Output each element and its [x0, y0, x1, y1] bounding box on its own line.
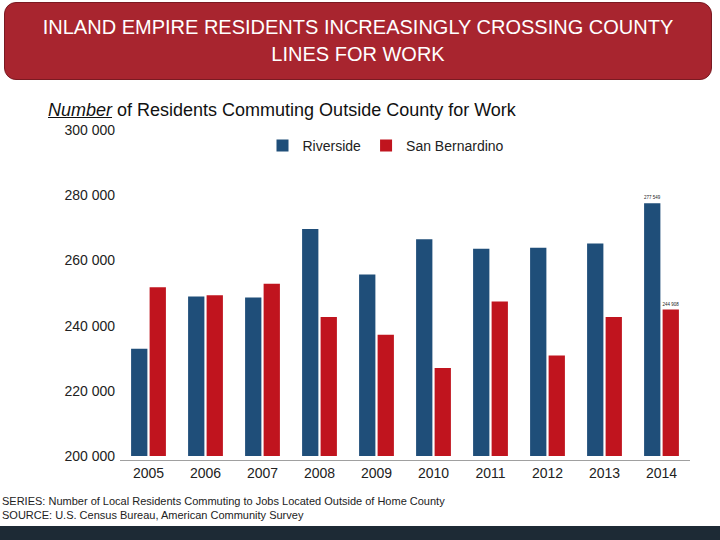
svg-text:200 000: 200 000 — [64, 448, 115, 464]
svg-text:2006: 2006 — [190, 465, 221, 481]
svg-text:2005: 2005 — [133, 465, 164, 481]
svg-text:2014: 2014 — [646, 465, 677, 481]
svg-text:260 000: 260 000 — [64, 252, 115, 268]
svg-text:300 000: 300 000 — [64, 122, 115, 138]
svg-text:2013: 2013 — [589, 465, 620, 481]
svg-text:2009: 2009 — [361, 465, 392, 481]
svg-text:220 000: 220 000 — [64, 383, 115, 399]
svg-text:2008: 2008 — [304, 465, 335, 481]
svg-text:San Bernardino: San Bernardino — [406, 138, 504, 154]
html-text:SERIES: Number of Local Reside: SERIES: Number of Local Residents Commut… — [2, 495, 445, 507]
svg-text:280 000: 280 000 — [64, 187, 115, 203]
html-text:SOURCE: U.S. Census Bureau, Am: SOURCE: U.S. Census Bureau, American Com… — [2, 508, 304, 521]
svg-text:2007: 2007 — [247, 465, 278, 481]
html-text:INLAND EMPIRE RESIDENTS INCREA: INLAND EMPIRE RESIDENTS INCREASINGLY CRO… — [42, 16, 674, 65]
html-text:Number of Residents Commuting: Number of Residents Commuting Outside Co… — [48, 100, 516, 120]
svg-text:244 908: 244 908 — [663, 302, 680, 307]
svg-text:2011: 2011 — [475, 465, 505, 481]
svg-text:2012: 2012 — [532, 465, 563, 481]
svg-text:240 000: 240 000 — [64, 318, 115, 334]
svg-text:Riverside: Riverside — [303, 138, 362, 154]
svg-text:277 549: 277 549 — [644, 195, 661, 200]
svg-text:2010: 2010 — [418, 465, 449, 481]
